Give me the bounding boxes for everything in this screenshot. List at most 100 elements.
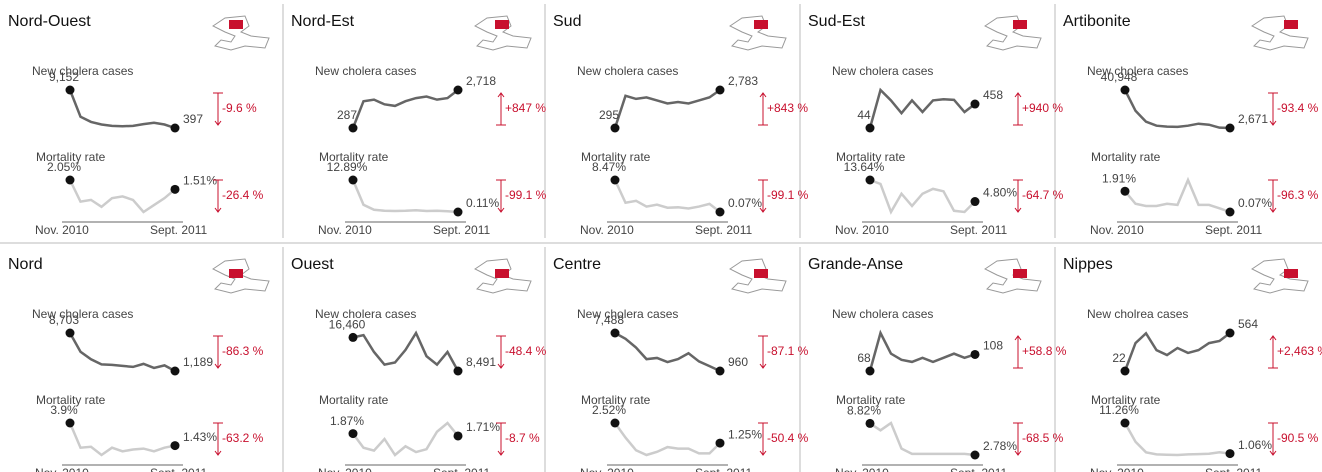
end-dot [348,123,358,133]
value-label: 40,948 [1101,70,1138,84]
sparkline [1123,331,1231,372]
series-label: New cholera cases [577,64,678,78]
value-label: 1.25% [728,427,762,441]
map-region [754,20,768,29]
sparkline [869,421,976,457]
value-label: 397 [183,112,203,126]
arrow-head [497,363,505,369]
value-label: 108 [983,339,1003,353]
series-label: Mortality rate [581,150,651,164]
series-label: Mortality rate [836,150,906,164]
end-dot [453,85,463,95]
end-dot [970,197,980,207]
series-label: New cholrea cases [1087,307,1188,321]
end-dot [1120,186,1130,196]
map-region [495,20,509,29]
panel-title: Sud-Est [808,13,865,30]
end-dot [1225,207,1235,217]
change-label: -87.1 % [767,344,809,358]
value-label: 287 [337,108,357,122]
panel-title: Artibonite [1063,13,1131,30]
value-label: 1.06% [1238,438,1272,452]
change-label: -9.6 % [222,101,257,115]
end-dot [170,123,180,133]
end-dot [348,175,358,185]
sparkline [868,329,976,372]
arrow-head [1269,120,1277,126]
arrow-head [214,450,222,456]
arrow-head [759,363,767,369]
value-label: 8.47% [592,160,626,174]
value-label: 16,460 [329,318,366,332]
value-label: 68 [857,351,871,365]
change-label: +847 % [505,101,546,115]
sparkline [68,179,176,214]
x-tick-label: Nov. 2010 [1090,466,1144,472]
x-tick-label: Nov. 2010 [580,223,634,237]
panel-title: Nord-Ouest [8,13,91,30]
end-dot [610,175,620,185]
sparkline [351,179,459,214]
change-label: +940 % [1022,101,1063,115]
end-dot [453,366,463,376]
sparkline [613,422,721,457]
arrow-head [1014,450,1022,456]
value-label: 0.11% [466,196,499,210]
sparkline [613,179,721,213]
arrow-head [497,92,505,98]
x-tick-label: Sept. 2011 [695,223,752,237]
value-label: 564 [1238,317,1258,331]
value-label: 22 [1112,351,1126,365]
map-outline [474,258,532,294]
end-dot [65,418,75,428]
x-tick-label: Nov. 2010 [1090,223,1144,237]
x-tick-label: Sept. 2011 [433,466,490,472]
end-dot [65,85,75,95]
series-label: Mortality rate [36,150,106,164]
series-label: Mortality rate [581,393,651,407]
end-dot [65,328,75,338]
change-label: -48.4 % [505,344,547,358]
change-label: +843 % [767,101,808,115]
panel-title: Centre [553,256,601,273]
end-dot [715,207,725,217]
value-label: 1.43% [183,430,217,444]
end-dot [1120,85,1130,95]
series-label: New cholera cases [832,64,933,78]
series-label: New cholera cases [32,64,133,78]
change-label: -50.4 % [767,431,809,445]
series-label: New cholera cases [577,307,678,321]
end-dot [453,207,463,217]
series-label: Mortality rate [1091,393,1161,407]
x-tick-label: Nov. 2010 [35,223,89,237]
x-tick-label: Sept. 2011 [950,223,1007,237]
end-dot [1120,366,1130,376]
x-tick-label: Nov. 2010 [580,466,634,472]
value-label: 1,189 [183,355,213,369]
change-label: -96.3 % [1277,188,1319,202]
arrow-head [759,207,767,213]
end-dot [610,123,620,133]
sparkline [351,89,459,129]
arrow-head [1014,92,1022,98]
map-outline [212,15,270,51]
end-dot [715,85,725,95]
map-outline [1251,15,1309,51]
sparkline [68,89,176,130]
map-outline [984,258,1042,294]
sparkline [68,422,176,457]
sparkline [869,178,976,215]
change-label: -99.1 % [767,188,809,202]
arrow-head [1269,450,1277,456]
series-label: Mortality rate [1091,150,1161,164]
arrow-head [1269,207,1277,213]
series-label: New cholera cases [1087,64,1188,78]
value-label: 13.64% [844,160,885,174]
value-label: 2.52% [592,403,626,417]
value-label: 960 [728,355,748,369]
change-label: +58.8 % [1022,344,1067,358]
value-label: 1.51% [183,174,217,188]
x-tick-label: Sept. 2011 [950,466,1007,472]
change-label: -64.7 % [1022,188,1064,202]
